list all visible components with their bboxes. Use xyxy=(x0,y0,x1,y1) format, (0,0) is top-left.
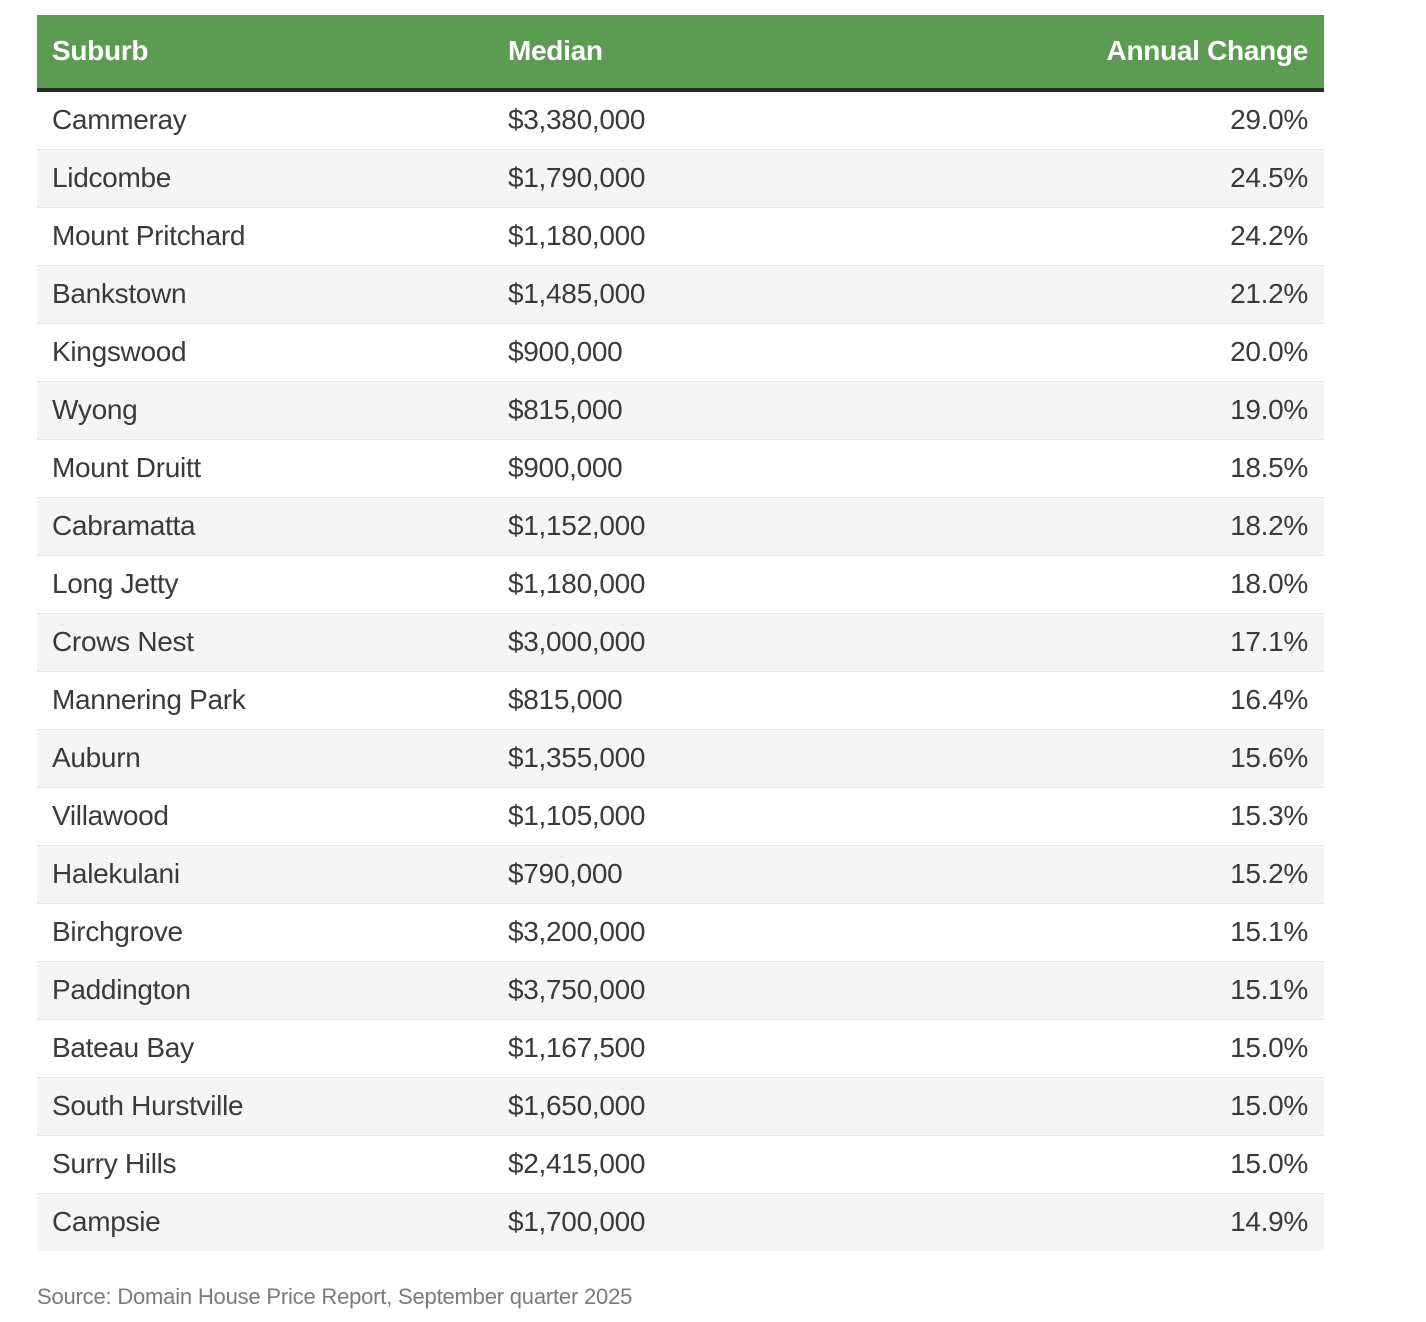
suburb-cell: Cammeray xyxy=(52,104,187,135)
annual-change-cell: 24.5% xyxy=(1230,162,1308,193)
suburb-cell: Paddington xyxy=(52,974,191,1005)
median-cell: $1,790,000 xyxy=(508,162,646,193)
median-cell: $3,750,000 xyxy=(508,974,646,1005)
suburb-cell: Crows Nest xyxy=(52,626,194,657)
table-row: Wyong $815,000 19.0% xyxy=(37,381,1324,440)
annual-change-cell: 18.0% xyxy=(1230,568,1308,599)
suburb-cell: Campsie xyxy=(52,1206,161,1237)
suburb-cell: Auburn xyxy=(52,742,141,773)
table-header-row: Suburb Median Annual Change xyxy=(37,15,1324,92)
annual-change-cell: 29.0% xyxy=(1230,104,1308,135)
source-note: Source: Domain House Price Report, Septe… xyxy=(37,1284,633,1309)
median-cell: $1,167,500 xyxy=(508,1032,646,1063)
annual-change-cell: 21.2% xyxy=(1230,278,1308,309)
annual-change-cell: 15.0% xyxy=(1230,1032,1308,1063)
median-cell: $1,485,000 xyxy=(508,278,646,309)
annual-change-cell: 15.3% xyxy=(1230,800,1308,831)
table-row: Auburn $1,355,000 15.6% xyxy=(37,729,1324,788)
suburb-cell: Birchgrove xyxy=(52,916,183,947)
median-cell: $1,700,000 xyxy=(508,1206,646,1237)
annual-change-cell: 15.1% xyxy=(1230,974,1308,1005)
table-row: South Hurstville $1,650,000 15.0% xyxy=(37,1077,1324,1136)
suburb-cell: Mount Druitt xyxy=(52,452,201,483)
suburb-cell: Villawood xyxy=(52,800,169,831)
table-row: Crows Nest $3,000,000 17.1% xyxy=(37,613,1324,672)
suburb-cell: South Hurstville xyxy=(52,1090,244,1121)
suburb-cell: Lidcombe xyxy=(52,162,172,193)
suburb-cell: Halekulani xyxy=(52,858,180,889)
suburb-cell: Cabramatta xyxy=(52,510,196,541)
suburb-cell: Surry Hills xyxy=(52,1148,177,1179)
annual-change-cell: 15.1% xyxy=(1230,916,1308,947)
table-header: Suburb Median Annual Change xyxy=(37,15,1324,92)
median-cell: $1,105,000 xyxy=(508,800,646,831)
annual-change-cell: 14.9% xyxy=(1230,1206,1308,1237)
table-row: Bankstown $1,485,000 21.2% xyxy=(37,265,1324,324)
median-cell: $815,000 xyxy=(508,394,623,425)
annual-change-cell: 15.0% xyxy=(1230,1148,1308,1179)
suburb-cell: Long Jetty xyxy=(52,568,179,599)
suburb-cell: Wyong xyxy=(52,394,138,425)
annual-change-cell: 15.0% xyxy=(1230,1090,1308,1121)
table-row: Kingswood $900,000 20.0% xyxy=(37,323,1324,382)
column-header-annual-change: Annual Change xyxy=(1000,15,1324,92)
table-row: Cabramatta $1,152,000 18.2% xyxy=(37,497,1324,556)
median-cell: $3,200,000 xyxy=(508,916,646,947)
table-row: Birchgrove $3,200,000 15.1% xyxy=(37,903,1324,962)
suburb-cell: Kingswood xyxy=(52,336,187,367)
table-row: Campsie $1,700,000 14.9% xyxy=(37,1193,1324,1251)
table-row: Cammeray $3,380,000 29.0% xyxy=(37,90,1324,150)
median-cell: $1,180,000 xyxy=(508,568,646,599)
house-price-table: Suburb Median Annual Change Cammeray $3,3… xyxy=(37,15,1324,1251)
table-body: Cammeray $3,380,000 29.0% Lidcombe $1,790,00… xyxy=(37,90,1324,1251)
table-row: Mount Pritchard $1,180,000 24.2% xyxy=(37,207,1324,266)
annual-change-cell: 15.6% xyxy=(1230,742,1308,773)
suburb-cell: Mount Pritchard xyxy=(52,220,246,251)
column-header-suburb: Suburb xyxy=(37,15,493,92)
annual-change-cell: 16.4% xyxy=(1230,684,1308,715)
annual-change-cell: 18.5% xyxy=(1230,452,1308,483)
median-cell: $2,415,000 xyxy=(508,1148,646,1179)
median-cell: $1,152,000 xyxy=(508,510,646,541)
table-row: Halekulani $790,000 15.2% xyxy=(37,845,1324,904)
table-row: Mannering Park $815,000 16.4% xyxy=(37,671,1324,730)
column-header-median: Median xyxy=(493,15,1000,92)
median-cell: $3,380,000 xyxy=(508,104,646,135)
annual-change-cell: 15.2% xyxy=(1230,858,1308,889)
annual-change-cell: 19.0% xyxy=(1230,394,1308,425)
median-cell: $1,180,000 xyxy=(508,220,646,251)
median-cell: $815,000 xyxy=(508,684,623,715)
table-row: Long Jetty $1,180,000 18.0% xyxy=(37,555,1324,614)
table-row: Bateau Bay $1,167,500 15.0% xyxy=(37,1019,1324,1078)
median-cell: $900,000 xyxy=(508,336,623,367)
median-cell: $900,000 xyxy=(508,452,623,483)
annual-change-cell: 20.0% xyxy=(1230,336,1308,367)
table-row: Surry Hills $2,415,000 15.0% xyxy=(37,1135,1324,1194)
median-cell: $3,000,000 xyxy=(508,626,646,657)
median-cell: $790,000 xyxy=(508,858,623,889)
median-cell: $1,355,000 xyxy=(508,742,646,773)
table-row: Paddington $3,750,000 15.1% xyxy=(37,961,1324,1020)
suburb-cell: Bateau Bay xyxy=(52,1032,194,1063)
annual-change-cell: 18.2% xyxy=(1230,510,1308,541)
annual-change-cell: 17.1% xyxy=(1230,626,1308,657)
annual-change-cell: 24.2% xyxy=(1230,220,1308,251)
suburb-cell: Bankstown xyxy=(52,278,187,309)
table-row: Villawood $1,105,000 15.3% xyxy=(37,787,1324,846)
table-row: Lidcombe $1,790,000 24.5% xyxy=(37,149,1324,208)
suburb-cell: Mannering Park xyxy=(52,684,246,715)
table-row: Mount Druitt $900,000 18.5% xyxy=(37,439,1324,498)
median-cell: $1,650,000 xyxy=(508,1090,646,1121)
